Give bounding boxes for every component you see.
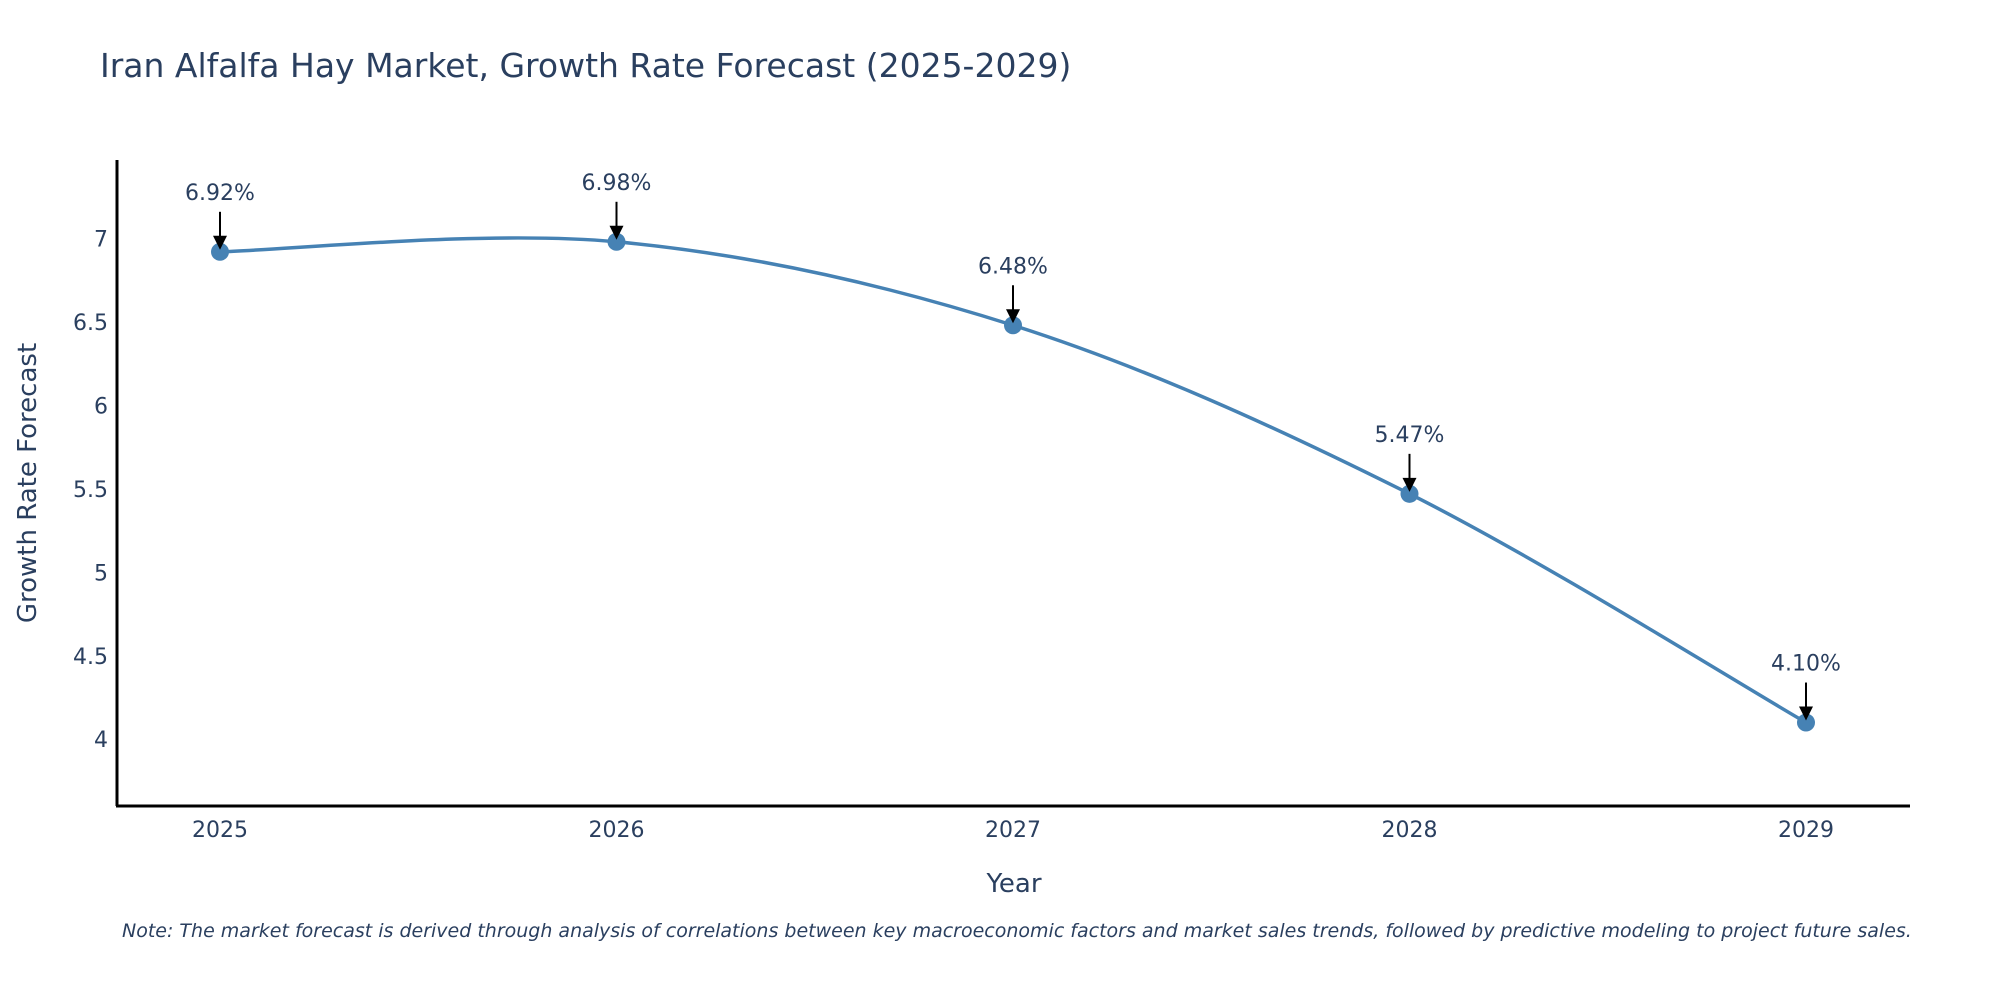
y-axis-ticks: 4 4.5 5 5.5 6 6.5 7 bbox=[73, 227, 108, 753]
y-tick-label: 4 bbox=[94, 728, 108, 753]
y-axis-title: Growth Rate Forecast bbox=[13, 343, 43, 623]
x-tick-label: 2026 bbox=[589, 818, 645, 843]
chart-title: Iran Alfalfa Hay Market, Growth Rate For… bbox=[100, 46, 1072, 85]
annotation-arrow-head bbox=[1799, 706, 1813, 721]
series-markers bbox=[211, 232, 1815, 732]
x-tick-label: 2029 bbox=[1778, 818, 1834, 843]
x-tick-label: 2027 bbox=[985, 818, 1041, 843]
data-point-marker bbox=[1004, 316, 1022, 335]
data-point-marker bbox=[1797, 713, 1815, 732]
x-axis-ticks: 2025 2026 2027 2028 2029 bbox=[192, 818, 1834, 843]
y-tick-label: 7 bbox=[94, 227, 108, 252]
y-tick-label: 5.5 bbox=[73, 478, 108, 503]
data-label: 6.92% bbox=[185, 181, 255, 206]
data-point-marker bbox=[1400, 484, 1419, 503]
data-annotations: 6.92% 6.98% 6.48% 5.47% 4.10% bbox=[185, 171, 1841, 721]
data-label: 6.48% bbox=[978, 254, 1048, 279]
y-tick-label: 6 bbox=[94, 394, 108, 419]
x-tick-label: 2025 bbox=[192, 818, 248, 843]
data-label: 4.10% bbox=[1771, 652, 1841, 677]
data-label: 5.47% bbox=[1375, 423, 1445, 448]
annotation-arrow-head bbox=[609, 225, 624, 240]
y-tick-label: 4.5 bbox=[73, 645, 108, 670]
y-tick-label: 5 bbox=[94, 561, 108, 586]
data-point-marker bbox=[211, 242, 229, 261]
annotation-arrow-head bbox=[213, 235, 227, 250]
y-tick-label: 6.5 bbox=[73, 311, 108, 336]
data-label: 6.98% bbox=[582, 171, 652, 196]
x-axis-title: Year bbox=[985, 869, 1041, 899]
chart-note: Note: The market forecast is derived thr… bbox=[122, 920, 1912, 942]
x-tick-label: 2028 bbox=[1382, 818, 1438, 843]
data-point-marker bbox=[607, 232, 626, 251]
annotation-arrow-head bbox=[1402, 477, 1417, 492]
annotation-arrow-head bbox=[1006, 309, 1020, 324]
